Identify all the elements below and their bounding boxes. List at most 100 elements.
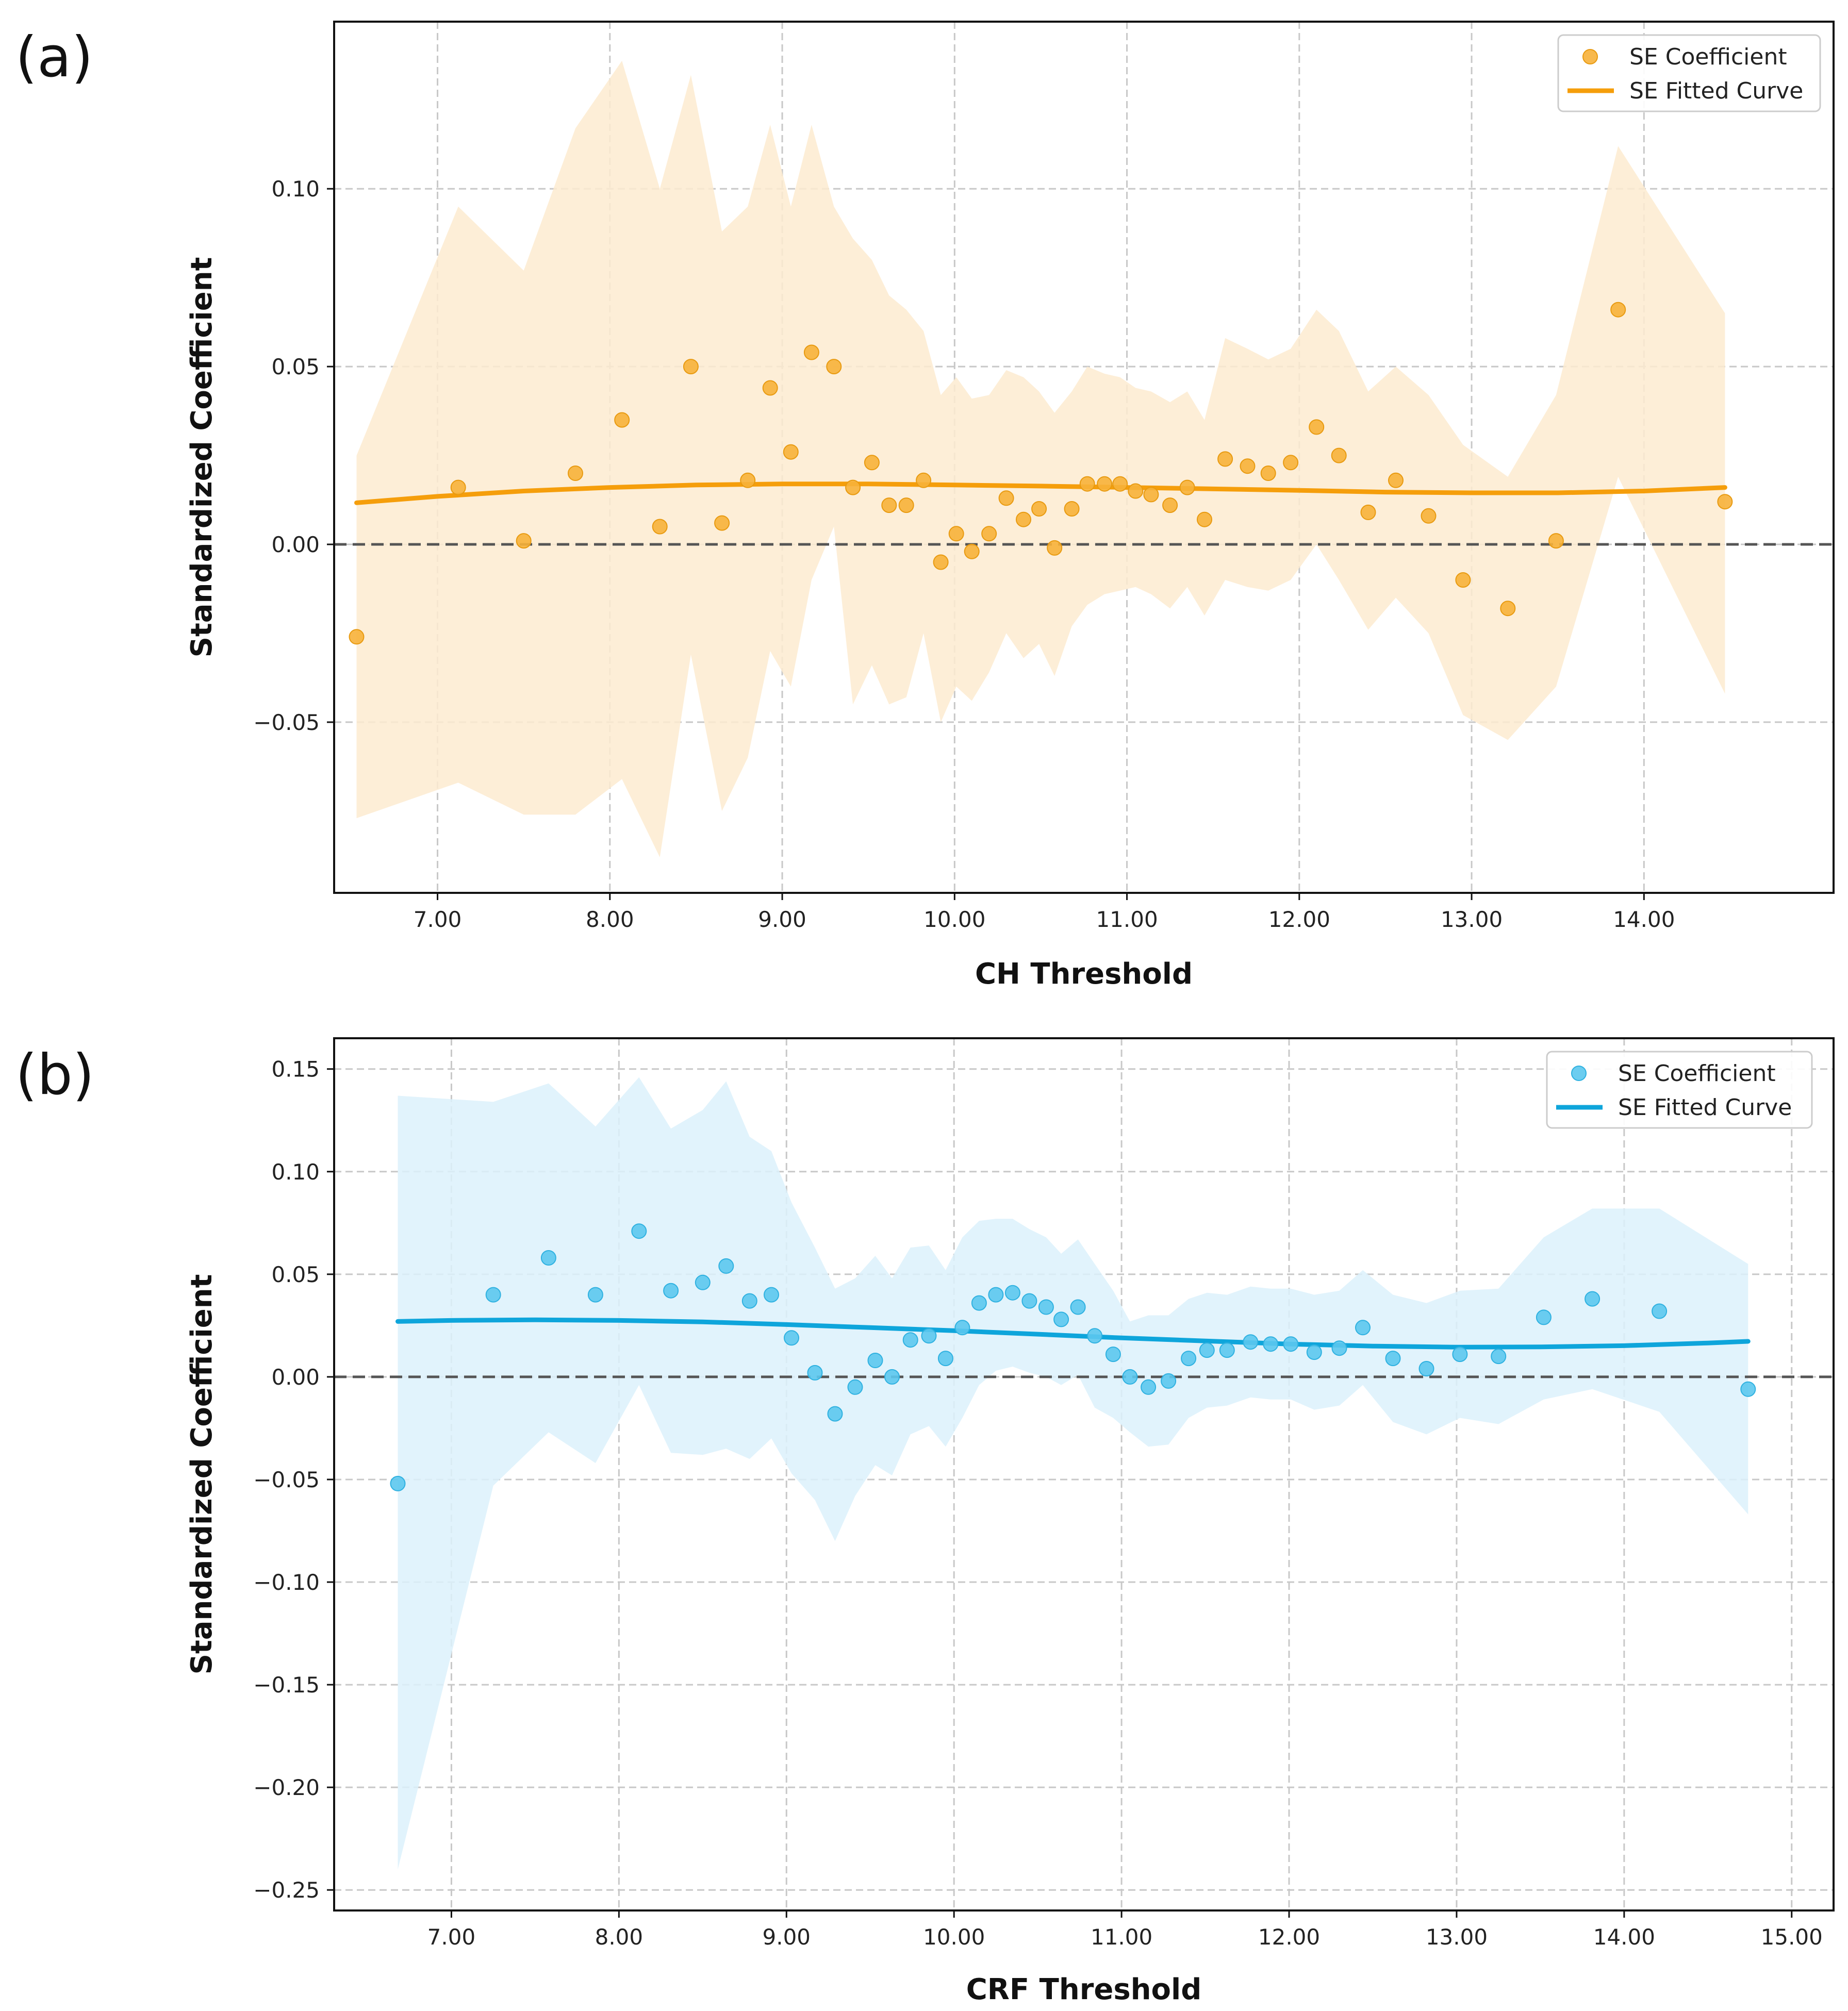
x-tick-label: 13.00 <box>1426 1924 1488 1950</box>
data-point <box>1219 1342 1235 1358</box>
fitted-curve <box>395 1317 1751 1350</box>
legend-box <box>1546 1051 1813 1129</box>
data-point <box>1309 419 1325 435</box>
data-point <box>485 1287 501 1303</box>
data-point <box>450 479 466 495</box>
data-point <box>1097 476 1113 492</box>
data-point <box>933 554 949 570</box>
data-point <box>695 1274 711 1290</box>
data-point <box>740 472 756 488</box>
data-point <box>1610 302 1626 318</box>
data-point <box>1331 447 1347 463</box>
chart-panel-a: (a) 7.00 8.00 9.00 10.00 11.00 12.00 13.00 14.00… <box>15 21 1835 991</box>
data-point <box>1491 1349 1507 1365</box>
data-point <box>964 543 980 559</box>
confidence-band <box>356 60 1725 857</box>
data-point <box>1500 601 1516 617</box>
data-point <box>807 1365 823 1381</box>
x-tick-label: 9.00 <box>763 1924 811 1950</box>
data-point <box>1585 1291 1600 1307</box>
data-point <box>1038 1299 1054 1315</box>
data-point <box>881 497 897 513</box>
legend-point-marker <box>1582 49 1598 64</box>
data-point <box>1197 511 1212 527</box>
data-point <box>1105 1347 1121 1362</box>
legend: SE Coefficient SE Fitted Curve <box>1546 1051 1813 1129</box>
data-point <box>1122 1369 1138 1385</box>
confidence-band <box>398 1077 1748 1870</box>
panel-label: (a) <box>15 25 93 90</box>
data-point <box>784 1330 799 1346</box>
data-point <box>1217 451 1233 467</box>
data-point <box>1385 1351 1401 1367</box>
data-point <box>981 526 997 542</box>
data-point <box>1260 466 1276 481</box>
data-point <box>390 1475 406 1491</box>
data-point <box>1536 1309 1552 1325</box>
x-tick-label: 8.00 <box>595 1924 644 1950</box>
panel-label: (b) <box>15 1043 94 1107</box>
y-tick-label: −0.25 <box>253 1877 320 1903</box>
data-point <box>718 1258 734 1274</box>
y-tick-label: 0.00 <box>271 1365 320 1390</box>
legend-curve-label: SE Fitted Curve <box>1618 1094 1792 1121</box>
data-point <box>1112 476 1128 492</box>
data-point <box>864 455 880 471</box>
chart-panel-b: (b) 7.00 8.00 9.00 10.00 11.00 12.00 13.00 14.00… <box>15 1037 1835 2006</box>
x-tick-label: 13.00 <box>1441 907 1503 932</box>
data-point <box>884 1369 900 1385</box>
x-tick-label: 7.00 <box>427 1924 476 1950</box>
data-point <box>1652 1303 1668 1319</box>
data-point <box>902 1332 918 1348</box>
data-point <box>1004 1285 1020 1301</box>
y-tick-label: −0.05 <box>253 710 320 735</box>
legend-box <box>1557 34 1821 112</box>
x-tick-label: 9.00 <box>758 907 806 932</box>
data-point <box>1455 572 1471 588</box>
data-point <box>921 1328 937 1344</box>
data-point <box>1452 1347 1468 1362</box>
data-point <box>1128 483 1144 499</box>
plot-frame <box>333 1037 1835 1912</box>
x-axis-title: CH Threshold <box>975 957 1193 991</box>
x-tick-label: 8.00 <box>586 907 634 932</box>
x-tick-label: 7.00 <box>414 907 462 932</box>
y-tick-label: −0.15 <box>253 1672 320 1698</box>
data-point <box>898 497 914 513</box>
x-tick-label: 10.00 <box>923 1924 985 1950</box>
data-point <box>1355 1320 1371 1336</box>
data-point <box>516 533 532 549</box>
y-tick-label: −0.10 <box>253 1570 320 1595</box>
y-axis-title: Standardized Coefficient <box>185 1274 219 1675</box>
data-point <box>1717 494 1733 510</box>
data-point <box>568 466 583 481</box>
data-point <box>954 1320 970 1336</box>
data-point <box>803 344 819 360</box>
y-tick-label: 0.05 <box>271 354 320 379</box>
x-tick-label: 14.00 <box>1593 1924 1655 1950</box>
legend-points-label: SE Coefficient <box>1629 44 1787 70</box>
data-point <box>1740 1381 1756 1397</box>
data-point <box>631 1223 647 1239</box>
x-tick-label: 14.00 <box>1613 907 1675 932</box>
data-point <box>349 629 365 645</box>
data-point <box>714 515 730 531</box>
data-point <box>540 1250 556 1266</box>
data-point <box>1243 1334 1259 1350</box>
scatter-points <box>390 1223 1756 1491</box>
data-point <box>1021 1293 1037 1309</box>
x-tick-label: 12.00 <box>1258 1924 1320 1950</box>
x-axis-title: CRF Threshold <box>966 1973 1202 2006</box>
x-tick-label: 15.00 <box>1761 1924 1823 1950</box>
y-tick-label: 0.10 <box>271 1159 320 1185</box>
x-tick-label: 12.00 <box>1268 907 1330 932</box>
x-tick-label: 11.00 <box>1091 1924 1152 1950</box>
data-point <box>762 380 778 396</box>
data-point <box>1053 1311 1069 1327</box>
data-point <box>948 526 964 542</box>
data-point <box>1179 479 1195 495</box>
data-point <box>1306 1344 1322 1360</box>
data-point <box>1548 533 1564 549</box>
data-point <box>827 1406 843 1422</box>
legend-point-marker <box>1571 1066 1587 1081</box>
